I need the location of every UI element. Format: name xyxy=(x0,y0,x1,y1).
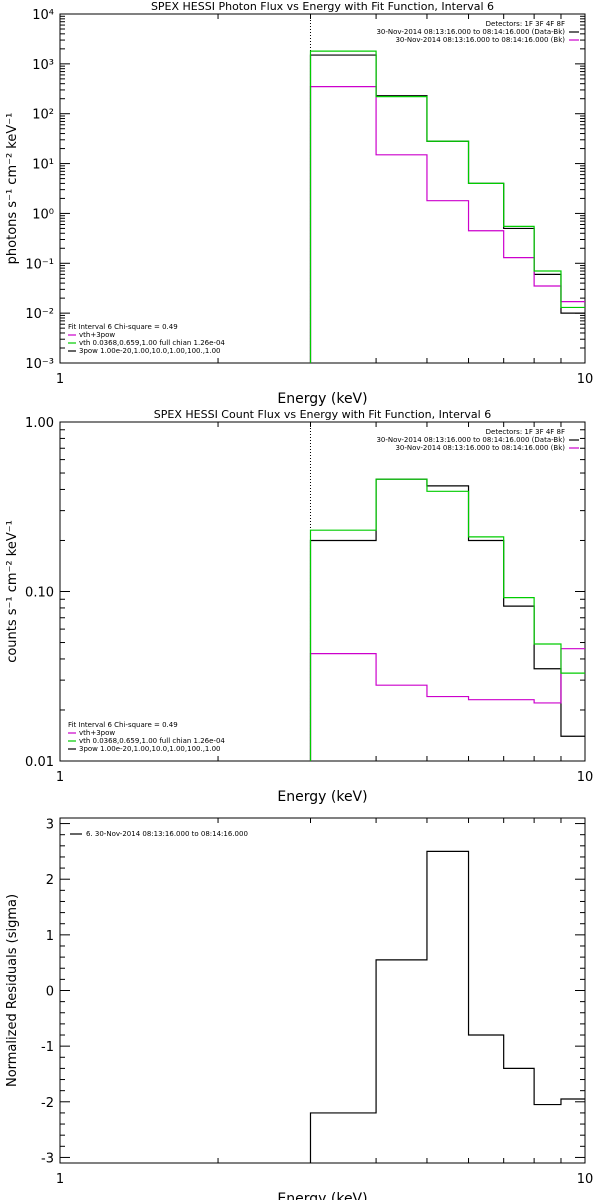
series-line-green xyxy=(309,478,585,761)
y-tick-label: 10¹ xyxy=(32,158,54,173)
y-tick-label: -1 xyxy=(41,1040,54,1055)
x-axis-label: Energy (keV) xyxy=(277,789,367,805)
chart-title: SPEX HESSI Photon Flux vs Energy with Fi… xyxy=(151,0,494,13)
x-axis-label: Energy (keV) xyxy=(277,1191,367,1200)
y-tick-label: -2 xyxy=(41,1096,54,1111)
series-line-magenta xyxy=(309,85,585,363)
y-tick-label: 10⁻³ xyxy=(25,357,54,372)
legend-text: Fit Interval 6 Chi-square = 0.49 xyxy=(68,323,178,331)
plot-frame xyxy=(59,421,586,762)
chart-title: SPEX HESSI Count Flux vs Energy with Fit… xyxy=(154,408,491,421)
plot-area xyxy=(309,850,585,1163)
legend-text: 6. 30-Nov-2014 08:13:16.000 to 08:14:16.… xyxy=(86,830,248,838)
legend-text: 30-Nov-2014 08:13:16.000 to 08:14:16.000… xyxy=(395,444,565,452)
legend-text: Detectors: 1F 3F 4F 8F xyxy=(486,428,565,436)
legend-text: 3pow 1.00e-20,1.00,10.0,1.00,100.,1.00 xyxy=(79,347,221,355)
y-tick-label: 3 xyxy=(46,818,54,833)
legend-text: vth+3pow xyxy=(79,729,115,737)
x-tick-label: 10 xyxy=(577,770,594,785)
legend-text: 30-Nov-2014 08:13:16.000 to 08:14:16.000… xyxy=(395,36,565,44)
y-tick-label: 10⁰ xyxy=(32,207,54,222)
y-tick-label: 1 xyxy=(46,929,54,944)
x-tick-label: 10 xyxy=(577,372,594,387)
legend-text: Detectors: 1F 3F 4F 8F xyxy=(486,20,565,28)
chart-resid: Energy (keV) Normalized Residuals (sigma)… xyxy=(5,817,594,1200)
legend-text: vth 0.0368,0.659,1.00 full chian 1.26e-0… xyxy=(79,339,225,347)
x-axis-label: Energy (keV) xyxy=(277,391,367,407)
y-tick-label: 10² xyxy=(32,108,54,123)
x-tick-label: 10 xyxy=(577,1172,594,1187)
series-line-magenta xyxy=(309,648,585,761)
y-axis-label: photons s⁻¹ cm⁻² keV⁻¹ xyxy=(5,113,20,265)
y-tick-label: 0.01 xyxy=(25,755,54,770)
series-line-green xyxy=(309,50,585,363)
y-tick-label: 2 xyxy=(46,873,54,888)
legend-text: 30-Nov-2014 08:13:16.000 to 08:14:16.000… xyxy=(376,436,565,444)
y-tick-label: 10⁻¹ xyxy=(25,257,54,272)
legend-text: vth 0.0368,0.659,1.00 full chian 1.26e-0… xyxy=(79,737,225,745)
legend-text: Fit Interval 6 Chi-square = 0.49 xyxy=(68,721,178,729)
x-tick-label: 1 xyxy=(56,1172,64,1187)
y-tick-label: 10³ xyxy=(32,58,54,73)
chart-photon: SPEX HESSI Photon Flux vs Energy with Fi… xyxy=(5,0,593,407)
x-tick-label: 1 xyxy=(56,372,64,387)
plot-area xyxy=(309,14,585,363)
y-tick-label: 10⁴ xyxy=(32,8,54,23)
plot-area xyxy=(309,422,585,761)
series-line-black xyxy=(309,850,585,1163)
series-line-black xyxy=(309,54,585,363)
y-tick-label: 0 xyxy=(46,985,54,1000)
y-axis-label: Normalized Residuals (sigma) xyxy=(5,894,20,1087)
y-tick-label: 1.00 xyxy=(25,416,54,431)
plot-frame xyxy=(59,13,586,364)
x-tick-label: 1 xyxy=(56,770,64,785)
series-line-black xyxy=(309,478,585,761)
y-tick-label: 0.10 xyxy=(25,586,54,601)
legend-text: 3pow 1.00e-20,1.00,10.0,1.00,100.,1.00 xyxy=(79,745,221,753)
y-tick-label: 10⁻² xyxy=(25,307,54,322)
y-axis-label: counts s⁻¹ cm⁻² keV⁻¹ xyxy=(5,520,20,663)
legend-text: vth+3pow xyxy=(79,331,115,339)
plot-frame xyxy=(59,817,586,1164)
legend-text: 30-Nov-2014 08:13:16.000 to 08:14:16.000… xyxy=(376,28,565,36)
y-tick-label: -3 xyxy=(41,1151,54,1166)
chart-count: SPEX HESSI Count Flux vs Energy with Fit… xyxy=(5,408,593,805)
